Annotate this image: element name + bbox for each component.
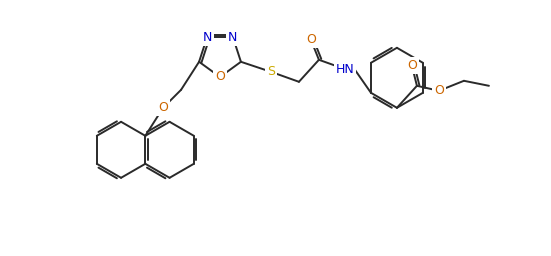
- Text: S: S: [267, 65, 275, 78]
- Text: N: N: [202, 31, 212, 44]
- Text: O: O: [158, 101, 168, 114]
- Text: O: O: [215, 70, 225, 83]
- Text: O: O: [306, 33, 316, 46]
- Text: O: O: [434, 84, 444, 97]
- Text: N: N: [228, 31, 237, 44]
- Text: O: O: [407, 59, 417, 72]
- Text: HN: HN: [336, 63, 354, 76]
